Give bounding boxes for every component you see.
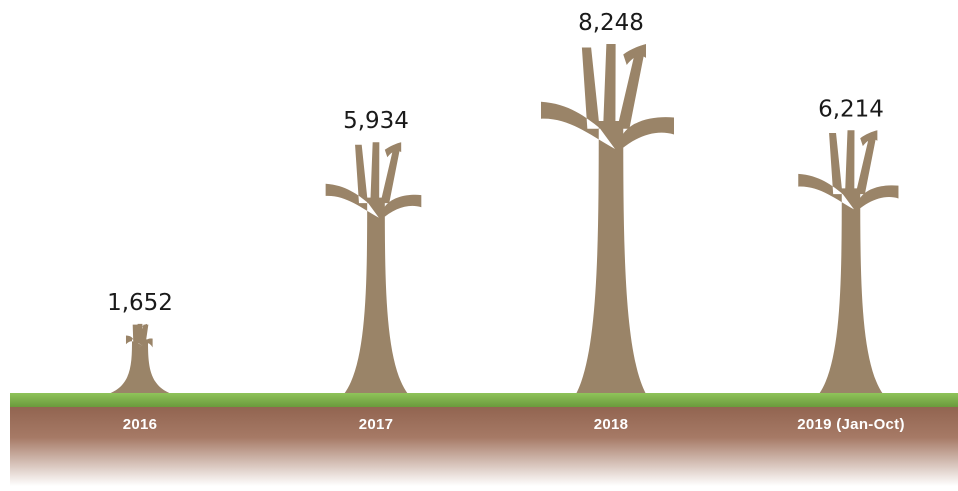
soil-band — [10, 398, 958, 486]
value-label-2016: 1,652 — [107, 290, 173, 316]
category-label-2016: 2016 — [123, 416, 158, 433]
category-label-2018: 2018 — [594, 416, 629, 433]
tree-bar-2018 — [541, 44, 674, 394]
tree-bar-2019-jan-oct — [798, 130, 899, 394]
tree-bar-2017 — [325, 142, 422, 394]
category-label-2019-jan-oct: 2019 (Jan-Oct) — [797, 416, 905, 433]
labels-layer: 1,652 2016 5,934 2017 8,248 2018 6,214 2019 (Ja… — [107, 10, 905, 433]
grass-band — [10, 393, 958, 407]
category-label-2017: 2017 — [359, 416, 394, 433]
tree-bar-2016 — [108, 323, 172, 394]
tree-marks — [108, 44, 899, 394]
value-label-2019-jan-oct: 6,214 — [818, 96, 884, 122]
value-label-2018: 8,248 — [578, 10, 644, 36]
value-label-2017: 5,934 — [343, 108, 409, 134]
